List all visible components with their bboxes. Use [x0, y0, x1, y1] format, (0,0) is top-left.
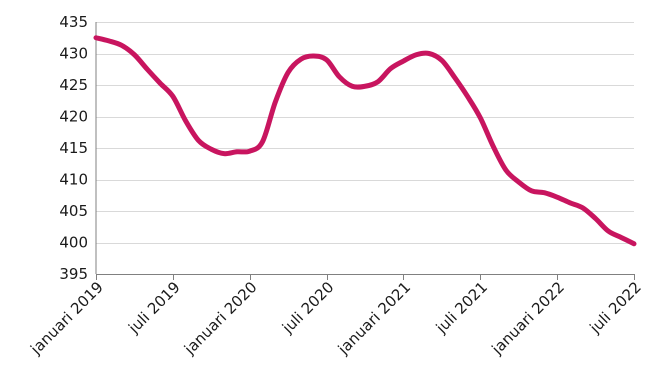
x-tick-label: januari 2020	[180, 278, 260, 358]
x-tick-label: juli 2019	[124, 278, 183, 337]
y-tick-label: 400	[59, 234, 88, 252]
x-tick-label: juli 2021	[432, 278, 491, 337]
x-tick-label: juli 2022	[585, 278, 644, 337]
y-tick-label: 430	[59, 45, 88, 63]
x-tick-label: januari 2022	[487, 278, 567, 358]
y-tick-label: 395	[59, 265, 88, 283]
x-tick-label: januari 2019	[26, 278, 106, 358]
gridlines	[96, 22, 634, 244]
x-tick-label: januari 2021	[334, 278, 414, 358]
series-layer	[93, 35, 637, 247]
axes	[95, 22, 635, 280]
x-tick-label: juli 2020	[278, 278, 337, 337]
y-tick-label: 405	[59, 202, 88, 220]
y-axis-tick-labels: 395 400 405 410 415 420 425 430 435	[59, 13, 88, 283]
y-tick-label: 425	[59, 76, 88, 94]
y-tick-label: 435	[59, 13, 88, 31]
y-tick-label: 420	[59, 108, 88, 126]
series-line-0	[93, 35, 637, 247]
y-tick-label: 410	[59, 171, 88, 189]
y-tick-label: 415	[59, 139, 88, 157]
